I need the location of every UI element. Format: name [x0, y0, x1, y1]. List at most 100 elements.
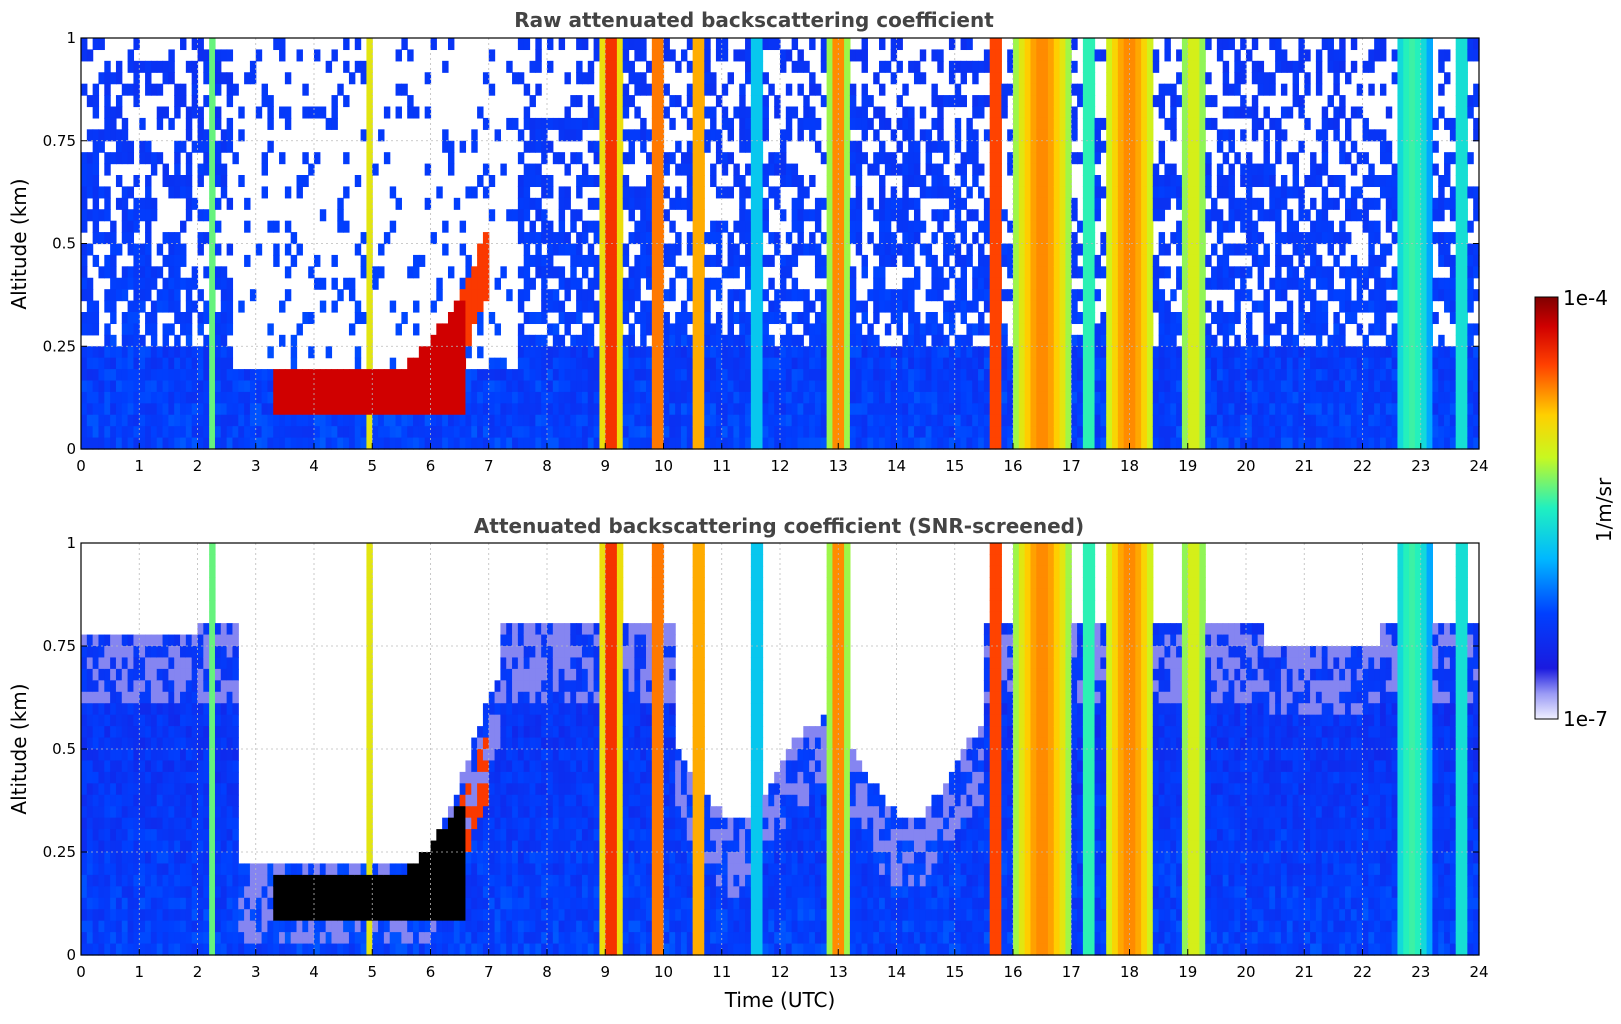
heatmap-cell: [1304, 289, 1311, 302]
heatmap-cell: [873, 300, 880, 313]
heatmap-cell: [1082, 300, 1090, 313]
heatmap-cell: [1292, 72, 1300, 85]
heatmap-cell: [139, 60, 146, 73]
heatmap-cell: [1170, 289, 1177, 302]
heatmap-cell: [1082, 175, 1090, 188]
heatmap-cell: [780, 254, 787, 267]
heatmap-cell: [651, 209, 659, 222]
heatmap-cell: [785, 334, 793, 347]
heatmap-cell: [1117, 220, 1125, 233]
heatmap-cell: [314, 426, 321, 439]
heatmap-cell: [488, 209, 496, 222]
heatmap-cell: [547, 300, 554, 313]
heatmap-cell: [150, 323, 158, 336]
heatmap-cell: [1094, 129, 1101, 142]
heatmap-cell: [1263, 129, 1270, 142]
heatmap-cell: [739, 437, 746, 450]
heatmap-cell: [587, 403, 595, 416]
heatmap-cell: [1018, 437, 1026, 450]
heatmap-cell: [1141, 152, 1148, 165]
heatmap-cell: [1036, 186, 1043, 199]
heatmap-cell: [657, 357, 665, 370]
heatmap-cell: [680, 437, 688, 450]
heatmap-cell: [1030, 266, 1037, 279]
heatmap-cell: [81, 243, 88, 256]
heatmap-cell: [395, 403, 402, 416]
heatmap-cell: [244, 380, 251, 393]
heatmap-cell: [1141, 106, 1148, 119]
heatmap-cell: [867, 117, 874, 130]
heatmap-cell: [209, 357, 216, 370]
heatmap-cell: [115, 243, 123, 256]
heatmap-cell: [1047, 437, 1055, 450]
heatmap-cell: [1112, 289, 1119, 302]
heatmap-cell: [1123, 300, 1131, 313]
heatmap-cell: [1082, 254, 1090, 267]
heatmap-cell: [133, 437, 140, 450]
heatmap-cell: [1246, 403, 1253, 416]
heatmap-cell: [558, 403, 566, 416]
heatmap-cell: [308, 391, 315, 404]
heatmap-cell: [1024, 403, 1032, 416]
heatmap-cell: [768, 163, 775, 176]
heatmap-cell: [214, 83, 222, 96]
heatmap-cell: [1141, 197, 1148, 210]
heatmap-cell: [960, 380, 967, 393]
heatmap-cell: [768, 403, 775, 416]
heatmap-cell: [168, 346, 175, 359]
heatmap-cell: [616, 266, 624, 279]
heatmap-cell: [1263, 140, 1270, 153]
heatmap-cell: [197, 414, 204, 427]
heatmap-cell: [995, 106, 1002, 119]
heatmap-cell: [1246, 437, 1253, 450]
heatmap-cell: [104, 83, 111, 96]
heatmap-cell: [1315, 266, 1323, 279]
heatmap-cell: [1112, 414, 1119, 427]
heatmap-cell: [1181, 232, 1189, 245]
heatmap-cell: [1100, 117, 1107, 130]
heatmap-cell: [611, 60, 618, 73]
heatmap-cell: [966, 243, 973, 256]
heatmap-cell: [855, 220, 863, 233]
heatmap-cell: [1263, 403, 1270, 416]
heatmap-cell: [366, 175, 373, 188]
heatmap-cell: [366, 129, 373, 142]
heatmap-cell: [1059, 426, 1067, 439]
heatmap-cell: [966, 152, 973, 165]
heatmap-cell: [966, 300, 973, 313]
heatmap-cell: [1158, 300, 1166, 313]
heatmap-cell: [150, 300, 158, 313]
heatmap-cell: [1071, 197, 1078, 210]
heatmap-cell: [581, 300, 589, 313]
heatmap-cell: [651, 72, 659, 85]
heatmap-cell: [756, 334, 764, 347]
heatmap-cell: [599, 197, 606, 210]
heatmap-cell: [214, 106, 222, 119]
heatmap-cell: [162, 414, 169, 427]
heatmap-cell: [180, 380, 187, 393]
heatmap-cell: [133, 300, 140, 313]
heatmap-cell: [465, 346, 472, 359]
heatmap-cell: [756, 72, 764, 85]
heatmap-cell: [1216, 312, 1224, 325]
heatmap-cell: [745, 163, 752, 176]
heatmap-cell: [1146, 403, 1154, 416]
heatmap-cell: [535, 357, 542, 370]
heatmap-cell: [692, 140, 700, 153]
heatmap-cell: [430, 380, 437, 393]
heatmap-cell: [867, 95, 874, 108]
heatmap-cell: [692, 220, 700, 233]
heatmap-cell: [902, 380, 909, 393]
heatmap-cell: [1164, 414, 1171, 427]
heatmap-cell: [733, 414, 740, 427]
heatmap-cell: [1117, 197, 1125, 210]
heatmap-cell: [1286, 312, 1294, 325]
heatmap-cell: [593, 369, 601, 382]
heatmap-cell: [104, 289, 111, 302]
heatmap-cell: [506, 437, 513, 450]
heatmap-cell: [541, 129, 548, 142]
heatmap-cell: [698, 163, 705, 176]
heatmap-cell: [1228, 209, 1235, 222]
heatmap-cell: [1024, 72, 1032, 85]
heatmap-cell: [220, 380, 228, 393]
